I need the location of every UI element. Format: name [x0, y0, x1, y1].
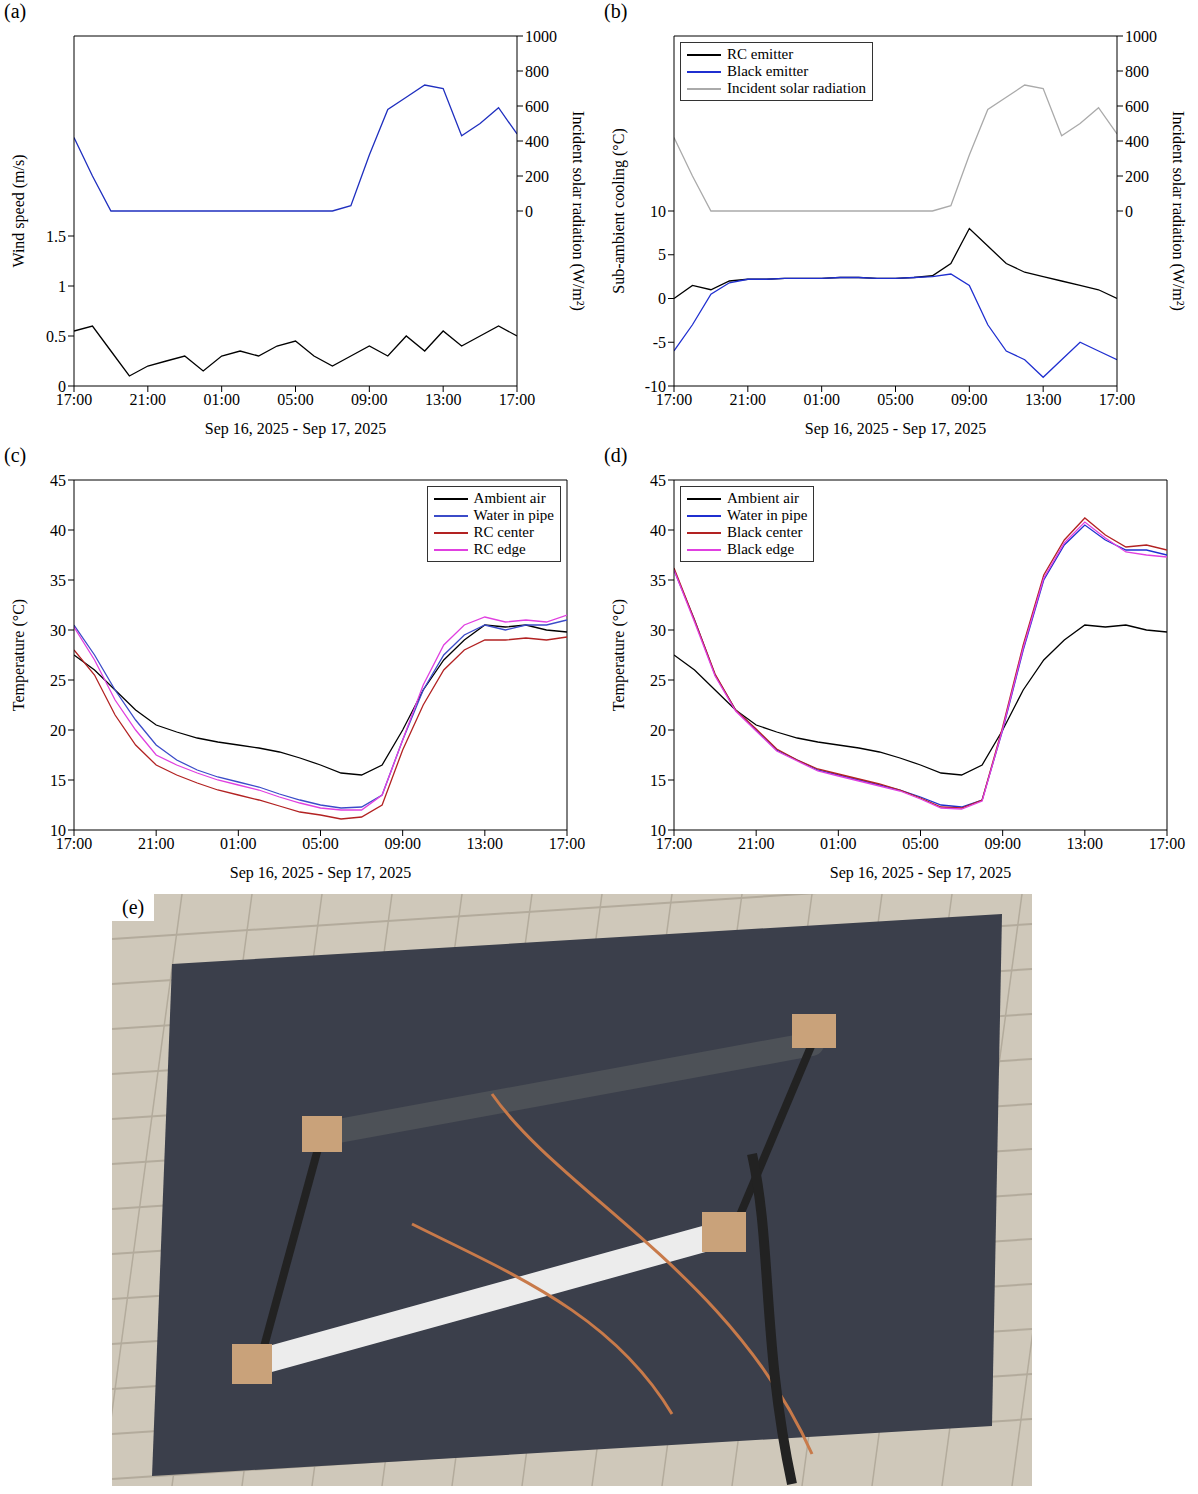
svg-text:0: 0	[1125, 203, 1133, 220]
html-text:Ambient air: Ambient air	[473, 490, 546, 506]
svg-text:09:00: 09:00	[384, 835, 420, 852]
svg-text:35: 35	[50, 572, 66, 589]
svg-text:13:00: 13:00	[1025, 391, 1061, 408]
svg-text:05:00: 05:00	[302, 835, 338, 852]
html-text:(a): (a)	[4, 0, 27, 22]
svg-text:15: 15	[50, 772, 66, 789]
svg-text:21:00: 21:00	[738, 835, 774, 852]
svg-text:13:00: 13:00	[425, 391, 461, 408]
svg-text:05:00: 05:00	[277, 391, 313, 408]
svg-text:21:00: 21:00	[730, 391, 766, 408]
svg-text:01:00: 01:00	[803, 391, 839, 408]
svg-text:15: 15	[650, 772, 666, 789]
html-text:RC emitter: RC emitter	[727, 46, 794, 62]
html-text:(e): (e)	[122, 896, 145, 918]
svg-text:17:00: 17:00	[549, 835, 585, 852]
html-text:RC center: RC center	[473, 524, 534, 540]
svg-text:0.5: 0.5	[46, 328, 66, 345]
html-text:Black emitter: Black emitter	[727, 63, 809, 79]
html-text:Black center: Black center	[727, 524, 803, 540]
svg-text:Incident solar radiation (W/m²: Incident solar radiation (W/m²)	[569, 111, 587, 311]
svg-text:0: 0	[525, 203, 533, 220]
svg-text:1000: 1000	[1125, 28, 1157, 45]
svg-text:10: 10	[650, 203, 666, 220]
svg-text:30: 30	[650, 622, 666, 639]
svg-text:45: 45	[650, 472, 666, 489]
svg-text:10: 10	[50, 822, 66, 839]
svg-text:800: 800	[525, 63, 549, 80]
svg-text:400: 400	[1125, 133, 1149, 150]
svg-text:17:00: 17:00	[55, 391, 93, 409]
svg-text:09:00: 09:00	[951, 391, 987, 408]
svg-text:01:00: 01:00	[203, 391, 239, 408]
svg-text:600: 600	[525, 98, 549, 115]
svg-text:20: 20	[50, 722, 66, 739]
html-text:(c): (c)	[4, 444, 27, 466]
svg-text:20: 20	[650, 722, 666, 739]
svg-text:09:00: 09:00	[984, 835, 1020, 852]
svg-text:17:00: 17:00	[1149, 835, 1185, 852]
svg-text:Sep 16, 2025 - Sep 17, 2025: Sep 16, 2025 - Sep 17, 2025	[205, 420, 386, 438]
svg-text:21:00: 21:00	[130, 391, 166, 408]
svg-text:Temperature (°C): Temperature (°C)	[610, 599, 628, 711]
svg-text:Temperature (°C): Temperature (°C)	[10, 599, 28, 711]
svg-text:17:00: 17:00	[655, 835, 693, 853]
svg-text:10: 10	[650, 822, 666, 839]
svg-text:17:00: 17:00	[655, 391, 693, 409]
svg-text:1000: 1000	[525, 28, 557, 45]
html-text:RC edge: RC edge	[473, 541, 526, 557]
html-text:Incident solar radiation: Incident solar radiation	[727, 80, 867, 96]
svg-text:5: 5	[658, 246, 666, 263]
svg-text:Incident solar radiation (W/m²: Incident solar radiation (W/m²)	[1169, 111, 1187, 311]
svg-text:600: 600	[1125, 98, 1149, 115]
svg-text:40: 40	[650, 522, 666, 539]
svg-text:35: 35	[650, 572, 666, 589]
svg-text:800: 800	[1125, 63, 1149, 80]
svg-text:200: 200	[525, 168, 549, 185]
svg-text:25: 25	[50, 672, 66, 689]
svg-text:1: 1	[58, 278, 66, 295]
svg-text:30: 30	[50, 622, 66, 639]
svg-text:-5: -5	[653, 334, 666, 351]
html-text:Black edge: Black edge	[727, 541, 795, 557]
svg-text:05:00: 05:00	[902, 835, 938, 852]
svg-text:25: 25	[650, 672, 666, 689]
html-text:(b): (b)	[604, 0, 628, 22]
svg-text:45: 45	[50, 472, 66, 489]
svg-text:01:00: 01:00	[220, 835, 256, 852]
svg-text:13:00: 13:00	[1067, 835, 1103, 852]
svg-text:Sep 16, 2025 - Sep 17, 2025: Sep 16, 2025 - Sep 17, 2025	[230, 864, 411, 882]
svg-text:0: 0	[58, 378, 66, 395]
svg-text:Sub-ambient cooling (°C): Sub-ambient cooling (°C)	[610, 128, 628, 293]
svg-text:01:00: 01:00	[820, 835, 856, 852]
svg-text:Wind speed (m/s): Wind speed (m/s)	[10, 154, 28, 267]
svg-text:17:00: 17:00	[55, 835, 93, 853]
svg-text:Sep 16, 2025 - Sep 17, 2025: Sep 16, 2025 - Sep 17, 2025	[830, 864, 1011, 882]
html-text:Water in pipe: Water in pipe	[727, 507, 808, 523]
svg-text:0: 0	[658, 290, 666, 307]
svg-text:200: 200	[1125, 168, 1149, 185]
svg-text:40: 40	[50, 522, 66, 539]
svg-text:21:00: 21:00	[138, 835, 174, 852]
html-text:Water in pipe: Water in pipe	[473, 507, 554, 523]
svg-text:05:00: 05:00	[877, 391, 913, 408]
svg-text:400: 400	[525, 133, 549, 150]
svg-text:17:00: 17:00	[1099, 391, 1135, 408]
svg-text:1.5: 1.5	[46, 228, 66, 245]
html-text:Ambient air: Ambient air	[727, 490, 800, 506]
html-text:(d): (d)	[604, 444, 628, 466]
svg-text:17:00: 17:00	[499, 391, 535, 408]
svg-text:-10: -10	[645, 378, 666, 395]
svg-text:Sep 16, 2025 - Sep 17, 2025: Sep 16, 2025 - Sep 17, 2025	[805, 420, 986, 438]
svg-text:09:00: 09:00	[351, 391, 387, 408]
svg-text:13:00: 13:00	[467, 835, 503, 852]
